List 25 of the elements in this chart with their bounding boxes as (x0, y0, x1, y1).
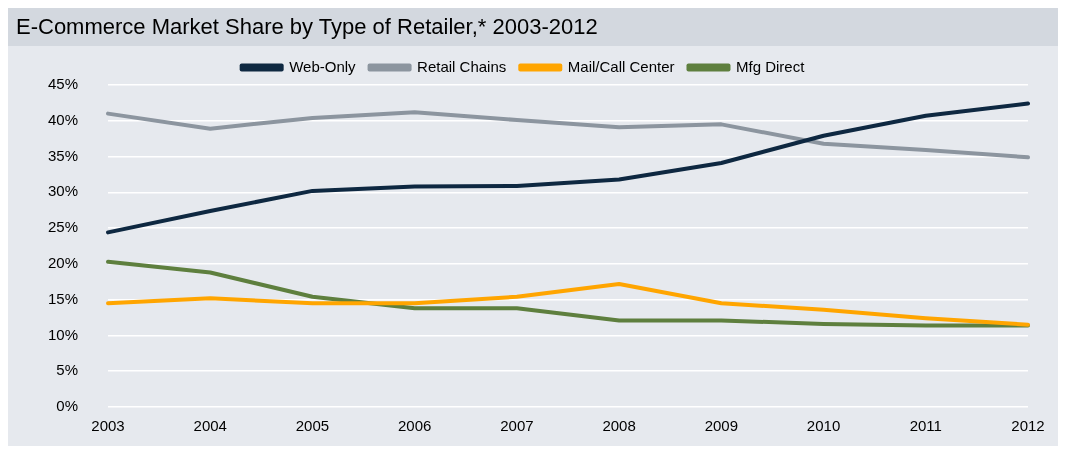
x-tick-label: 2005 (295, 417, 330, 435)
y-tick-label: 30% (47, 182, 79, 200)
y-tick-label: 15% (47, 289, 79, 307)
legend-label: Web-Only (289, 57, 357, 75)
x-tick-label: 2006 (397, 417, 432, 435)
y-tick-label: 45% (47, 75, 79, 93)
x-tick-label: 2009 (704, 417, 739, 435)
chart-title: E-Commerce Market Share by Type of Retailer,* 2003-2012 (8, 8, 1058, 46)
x-tick-label: 2007 (500, 417, 534, 435)
x-tick-label: 2004 (193, 417, 227, 435)
legend-label: Mfg Direct (735, 57, 806, 75)
y-tick-label: 20% (47, 254, 79, 272)
legend-label: Retail Chains (417, 57, 507, 75)
x-tick-label: 2003 (91, 417, 125, 435)
y-tick-label: 0% (56, 397, 79, 415)
y-tick-label: 40% (47, 110, 79, 128)
x-tick-label: 2012 (1011, 417, 1045, 435)
y-tick-label: 10% (47, 325, 79, 343)
legend-label: Mail/Call Center (567, 57, 675, 75)
x-tick-label: 2011 (909, 417, 942, 435)
y-tick-label: 5% (56, 361, 79, 379)
x-tick-label: 2010 (806, 417, 841, 435)
y-tick-label: 25% (47, 218, 79, 236)
x-tick-label: 2008 (602, 417, 636, 435)
y-tick-label: 35% (47, 146, 79, 164)
